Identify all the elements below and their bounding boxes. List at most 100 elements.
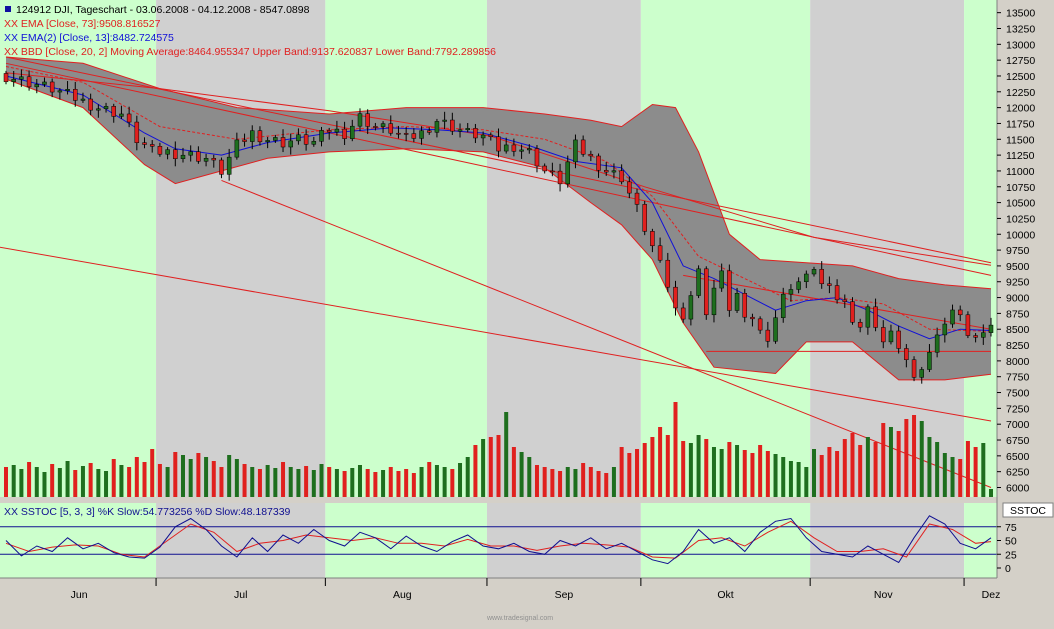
volume-bar [273, 468, 278, 497]
month-stripe [325, 0, 487, 497]
volume-bar [127, 467, 132, 497]
candle-body [165, 149, 170, 155]
candle-body [111, 106, 116, 117]
candle-body [850, 301, 855, 323]
candle-body [288, 140, 293, 148]
candle-body [711, 287, 717, 316]
volume-bar [304, 466, 309, 497]
stoch-month-stripe [810, 503, 965, 578]
candle-body [88, 98, 93, 111]
trendline [5, 56, 992, 264]
volume-bar [681, 441, 686, 497]
candle-body [434, 121, 440, 133]
candle-body [126, 113, 132, 123]
pane-separator[interactable] [0, 497, 997, 503]
month-label: Jul [234, 589, 247, 601]
price-tick-label: 12500 [1006, 71, 1035, 83]
price-tick-label: 9250 [1006, 277, 1030, 289]
volume-bar [519, 452, 524, 497]
legend-bbd: XX BBD [Close, 20, 2] Moving Average:846… [4, 46, 496, 58]
volume-bar [827, 447, 832, 497]
candle-body [234, 139, 240, 158]
price-tick-label: 10000 [1006, 229, 1035, 241]
volume-bar [357, 465, 362, 497]
candle-body [119, 113, 124, 117]
candle-body [403, 133, 409, 135]
candle-body [796, 281, 801, 290]
volume-bar [434, 465, 439, 497]
volume-bar [96, 469, 101, 497]
volume-bar [65, 461, 70, 497]
candle-body [149, 144, 155, 147]
month-stripe [156, 0, 326, 497]
candle-body [211, 158, 217, 161]
month-labels: Jun Jul Aug Sep Okt Nov Dez [71, 578, 1000, 601]
candle-body [727, 270, 732, 311]
price-tick-label: 9750 [1006, 245, 1030, 257]
price-tick-label: 11000 [1006, 166, 1035, 178]
candle-body [857, 322, 863, 328]
volume-bar [773, 454, 778, 497]
volume-bar [696, 435, 701, 497]
stoch-tick-label: 25 [1005, 549, 1017, 561]
candle-body [596, 155, 601, 171]
price-tick-label: 12250 [1006, 87, 1035, 99]
candle-body [57, 90, 63, 93]
volume-bar [442, 467, 447, 497]
trendline [221, 179, 992, 488]
volume-bar [927, 437, 932, 497]
candle-body [580, 139, 586, 155]
volume-bar [450, 469, 455, 497]
candle-body [804, 273, 809, 282]
volume-bar [265, 465, 270, 497]
volume-bar [873, 442, 878, 497]
candle-body [819, 269, 824, 285]
volume-bar [119, 465, 124, 497]
candle-body [811, 269, 817, 275]
volume-bar [796, 462, 801, 497]
candle-body [26, 76, 32, 88]
volume-bar [257, 469, 262, 497]
candle-body [80, 98, 86, 101]
volume-bar [588, 467, 593, 497]
candle-body [188, 151, 193, 156]
stoch-lines [0, 515, 997, 565]
volume-bar [735, 445, 740, 497]
price-tick-label: 10500 [1006, 198, 1035, 210]
volume-bar [281, 462, 286, 497]
volume-bar [80, 466, 85, 497]
legend-stoch: XX SSTOC [5, 3, 3] %K Slow:54.773256 %D … [4, 506, 291, 518]
candle-body [488, 134, 494, 138]
candle-body [280, 137, 286, 148]
candle-body [142, 142, 147, 145]
volume-bar [234, 459, 239, 497]
candle-body [373, 126, 378, 128]
candle-body [519, 149, 524, 152]
price-legend: 124912 DJI, Tageschart - 03.06.2008 - 04… [4, 4, 496, 58]
price-tick-label: 9000 [1006, 293, 1030, 305]
stoch-pane-stripes [0, 503, 997, 578]
trendline [0, 246, 992, 422]
candle-body [226, 156, 232, 175]
volume-bar [42, 472, 47, 497]
volume-bar [481, 439, 486, 497]
candle-body [634, 192, 640, 205]
candle-body [780, 293, 786, 318]
volume-bar [858, 445, 863, 497]
candle-body [342, 128, 347, 139]
candle-body [534, 148, 540, 167]
volume-bar [88, 463, 93, 497]
candle-body [988, 324, 994, 333]
volume-bar [935, 442, 940, 497]
candle-body [934, 334, 940, 353]
candle-body [757, 318, 763, 331]
candle-body [296, 134, 301, 142]
volume-bar [388, 467, 393, 497]
month-stripe [486, 0, 641, 497]
stoch-k-line [5, 515, 992, 565]
volume-bar [342, 471, 347, 497]
volume-bar [919, 421, 924, 497]
price-tick-label: 7000 [1006, 419, 1030, 431]
